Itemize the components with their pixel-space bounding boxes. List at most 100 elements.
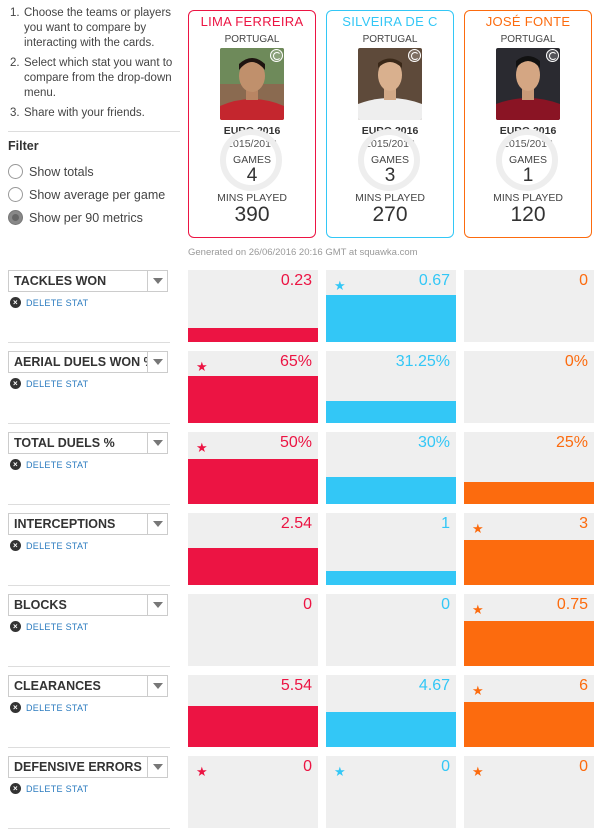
stat-cell-player-3: 25% [464,432,594,504]
delete-stat-label: DELETE STAT [26,297,89,308]
delete-stat-button[interactable]: × DELETE STAT [10,297,88,308]
star-icon: ★ [334,764,346,779]
player-photo [220,48,284,120]
delete-stat-button[interactable]: × DELETE STAT [10,459,88,470]
stat-value: 0 [579,272,588,289]
stat-cell-player-2: 0 [326,594,456,666]
close-icon[interactable]: × [10,459,21,470]
radio-button-selected[interactable] [8,210,23,225]
stat-value: 30% [417,434,450,451]
stat-dropdown[interactable]: TACKLES WON [8,270,168,292]
filter-option-totals[interactable]: Show totals [8,164,94,179]
player-name: SILVEIRA DE C [342,14,438,29]
stat-cell-player-1: 5.54 [188,675,318,747]
stat-value: 0.23 [280,272,312,289]
stat-cell-player-3: 6 ★ [464,675,594,747]
stat-dropdown[interactable]: CLEARANCES [8,675,168,697]
games-value: 3 [384,165,396,186]
games-label: GAMES [509,154,547,166]
close-icon[interactable]: × [10,783,21,794]
games-label: GAMES [371,154,409,166]
delete-stat-label: DELETE STAT [26,459,89,470]
stat-cell-player-1: 0.23 [188,270,318,342]
stat-value: 0 [441,596,450,613]
instruction-text: Choose the teams or players you want to … [24,7,172,49]
stat-cell-player-2: 0 ★ [326,756,456,828]
delete-stat-label: DELETE STAT [26,621,89,632]
instruction-text: Select which stat you want to compare fr… [24,57,173,99]
close-icon[interactable]: × [10,540,21,551]
stat-value: 25% [555,434,588,451]
stat-bar [464,702,594,747]
stat-dropdown[interactable]: BLOCKS [8,594,168,616]
stat-dropdown[interactable]: DEFENSIVE ERRORS [8,756,168,778]
divider [8,131,180,132]
delete-stat-button[interactable]: × DELETE STAT [10,783,88,794]
radio-button[interactable] [8,164,23,179]
stat-cell-player-3: 0 [464,270,594,342]
mins-label: MINS PLAYED [493,192,563,204]
star-icon: ★ [196,764,208,779]
stat-value: 0.67 [418,272,450,289]
stat-bar [326,477,456,504]
stat-value: 2.54 [280,515,312,532]
refresh-icon[interactable] [270,49,283,62]
player-photo [358,48,422,120]
stat-dropdown[interactable]: AERIAL DUELS WON % [8,351,168,373]
instruction-step: 3. Share with your friends. [10,106,182,121]
chevron-down-icon[interactable] [147,757,167,777]
stat-bar [464,540,594,585]
chevron-down-icon[interactable] [147,271,167,291]
stat-cell-player-1: 0 [188,594,318,666]
stat-row: AERIAL DUELS WON % × DELETE STAT 65% ★ 31.25%… [0,351,601,432]
delete-stat-button[interactable]: × DELETE STAT [10,621,88,632]
stat-dropdown[interactable]: TOTAL DUELS % [8,432,168,454]
games-ring [496,129,558,191]
instruction-number: 2. [10,57,20,69]
chevron-down-icon[interactable] [147,352,167,372]
delete-stat-button[interactable]: × DELETE STAT [10,540,88,551]
refresh-icon[interactable] [408,49,421,62]
star-icon: ★ [472,683,484,698]
player-card-3[interactable]: JOSÉ FONTE PORTUGAL EURO 2016 2015/2016 … [464,10,592,238]
stat-cell-player-2: 31.25% [326,351,456,423]
games-label: GAMES [233,154,271,166]
player-card-1[interactable]: LIMA FERREIRA PORTUGAL EURO 2016 2015/20… [188,10,316,238]
delete-stat-button[interactable]: × DELETE STAT [10,702,88,713]
stat-bar [464,482,594,504]
chevron-down-icon[interactable] [147,514,167,534]
chevron-down-icon[interactable] [147,595,167,615]
instructions: 1. Choose the teams or players you want … [10,6,182,126]
delete-stat-label: DELETE STAT [26,540,89,551]
filter-option-per90[interactable]: Show per 90 metrics [8,210,143,225]
stat-bar [326,571,456,585]
instruction-step: 1. Choose the teams or players you want … [10,6,182,51]
player-country: PORTUGAL [500,34,556,45]
delete-stat-button[interactable]: × DELETE STAT [10,378,88,389]
stat-value: 5.54 [280,677,312,694]
close-icon[interactable]: × [10,297,21,308]
player-card-2[interactable]: SILVEIRA DE C PORTUGAL EURO 2016 2015/20… [326,10,454,238]
mins-value: 390 [234,203,270,226]
filter-option-average[interactable]: Show average per game [8,187,165,202]
stat-value: 6 [579,677,588,694]
stat-row: TOTAL DUELS % × DELETE STAT 50% ★ 30% 25% [0,432,601,513]
stat-bar [326,401,456,423]
stat-bar [188,548,318,585]
stat-cell-player-1: 50% ★ [188,432,318,504]
chevron-down-icon[interactable] [147,676,167,696]
radio-button[interactable] [8,187,23,202]
stat-bar [188,328,318,342]
close-icon[interactable]: × [10,621,21,632]
refresh-icon[interactable] [546,49,559,62]
filter-title: Filter [8,139,39,153]
stat-bar [326,295,456,342]
stat-row: TACKLES WON × DELETE STAT 0.23 0.67 ★ 0 [0,270,601,351]
close-icon[interactable]: × [10,378,21,389]
close-icon[interactable]: × [10,702,21,713]
chevron-down-icon[interactable] [147,433,167,453]
stat-dropdown[interactable]: INTERCEPTIONS [8,513,168,535]
stat-bar [464,621,594,666]
player-name: JOSÉ FONTE [485,14,571,29]
